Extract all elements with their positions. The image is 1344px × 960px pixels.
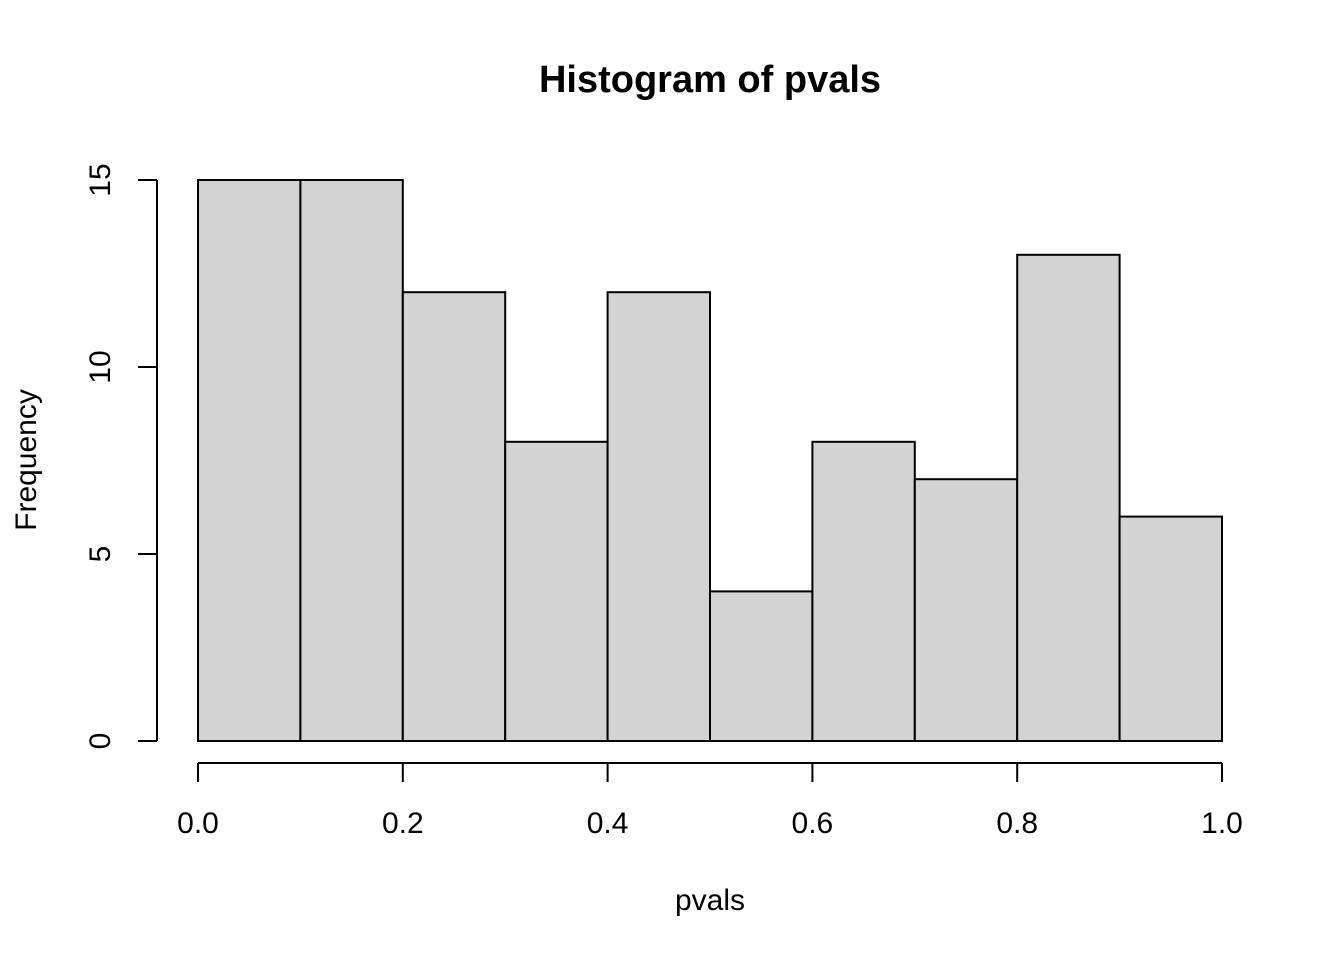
histogram-bar [197, 179, 302, 742]
histogram-bar [811, 440, 916, 742]
histogram-bar [606, 291, 711, 742]
chart-title: Histogram of pvals [539, 59, 881, 101]
histogram-bar [1016, 253, 1121, 743]
histogram-bar [709, 590, 814, 743]
y-tick-label: 10 [84, 350, 117, 383]
x-axis: 0.0 0.2 0.4 0.6 0.8 1.0 [177, 762, 1243, 840]
x-tick-label: 0.6 [792, 807, 834, 840]
x-tick-label: 0.8 [996, 807, 1038, 840]
y-axis-label: Frequency [10, 389, 43, 531]
histogram-bar [504, 440, 609, 742]
y-axis: 0 5 10 15 [84, 163, 158, 750]
x-tick-label: 1.0 [1201, 807, 1243, 840]
y-tick-label: 5 [84, 546, 117, 563]
histogram-bar [299, 179, 404, 742]
x-tick-label: 0.2 [382, 807, 424, 840]
histogram-bar [1118, 515, 1223, 742]
y-tick-label: 0 [84, 733, 117, 750]
x-axis-label: pvals [675, 884, 745, 917]
x-tick-label: 0.0 [177, 807, 219, 840]
bars-group [197, 179, 1223, 743]
y-tick-label: 15 [84, 163, 117, 196]
x-tick-label: 0.4 [587, 807, 629, 840]
histogram-bar [913, 478, 1019, 742]
histogram-bar [401, 291, 507, 742]
